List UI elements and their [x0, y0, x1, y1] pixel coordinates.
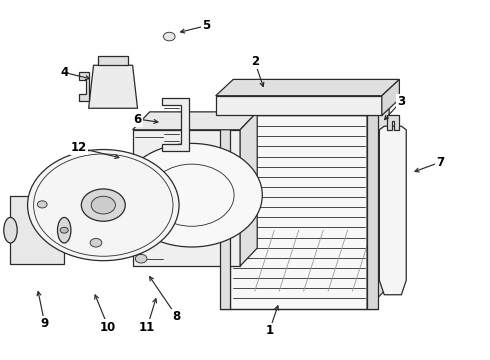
- Polygon shape: [367, 92, 389, 309]
- Polygon shape: [133, 130, 240, 266]
- Text: 11: 11: [139, 320, 155, 333]
- Text: 10: 10: [100, 320, 116, 333]
- Text: 9: 9: [41, 317, 49, 330]
- Polygon shape: [216, 80, 399, 96]
- Polygon shape: [216, 96, 382, 116]
- Text: 5: 5: [202, 19, 210, 32]
- Text: 7: 7: [437, 156, 444, 168]
- Ellipse shape: [4, 217, 17, 243]
- Circle shape: [135, 255, 147, 263]
- Circle shape: [163, 32, 175, 41]
- Text: 1: 1: [266, 324, 273, 337]
- Circle shape: [121, 143, 262, 247]
- Polygon shape: [133, 112, 257, 130]
- Circle shape: [27, 149, 179, 261]
- Bar: [10, 196, 64, 264]
- Text: 12: 12: [71, 141, 87, 154]
- Polygon shape: [79, 72, 89, 101]
- Polygon shape: [98, 56, 128, 65]
- Polygon shape: [379, 126, 406, 295]
- Polygon shape: [240, 112, 257, 266]
- Text: 4: 4: [60, 66, 68, 79]
- Circle shape: [91, 196, 116, 214]
- Text: 2: 2: [251, 55, 259, 68]
- Text: 3: 3: [397, 95, 405, 108]
- Polygon shape: [387, 116, 399, 130]
- Ellipse shape: [57, 217, 71, 243]
- Circle shape: [60, 227, 68, 233]
- Circle shape: [90, 238, 102, 247]
- Polygon shape: [230, 116, 367, 309]
- Circle shape: [81, 189, 125, 221]
- Polygon shape: [367, 116, 378, 309]
- Text: 6: 6: [133, 113, 142, 126]
- Polygon shape: [89, 65, 138, 108]
- Text: 8: 8: [172, 310, 181, 323]
- Polygon shape: [220, 116, 230, 309]
- Polygon shape: [230, 92, 389, 116]
- Polygon shape: [162, 98, 189, 151]
- Polygon shape: [382, 80, 399, 116]
- Circle shape: [37, 201, 47, 208]
